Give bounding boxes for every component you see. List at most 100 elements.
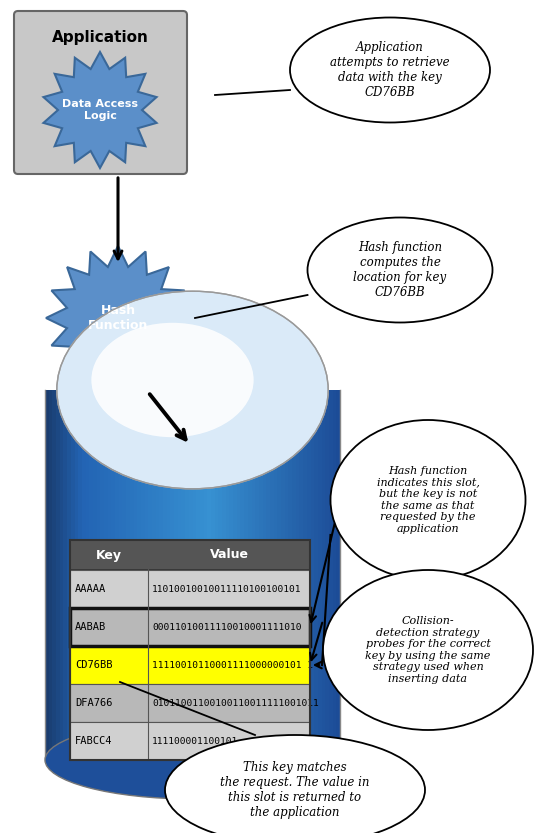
Bar bbox=[89, 390, 93, 760]
Bar bbox=[160, 390, 163, 760]
Text: AAAAA: AAAAA bbox=[75, 584, 106, 594]
Bar bbox=[52, 390, 56, 760]
Bar bbox=[96, 390, 100, 760]
Text: 01011001100100110011111001011: 01011001100100110011111001011 bbox=[152, 699, 319, 707]
Bar bbox=[148, 390, 152, 760]
Text: Hash function
computes the
location for key
CD76BB: Hash function computes the location for … bbox=[354, 241, 447, 299]
Bar bbox=[167, 390, 170, 760]
Bar bbox=[163, 390, 167, 760]
Text: Hash function
indicates this slot,
but the key is not
the same as that
requested: Hash function indicates this slot, but t… bbox=[377, 466, 479, 534]
Bar bbox=[126, 390, 130, 760]
Text: Key: Key bbox=[96, 548, 122, 561]
Bar bbox=[67, 390, 71, 760]
Bar bbox=[134, 390, 137, 760]
Bar bbox=[104, 390, 108, 760]
Text: DFA766: DFA766 bbox=[75, 698, 113, 708]
FancyBboxPatch shape bbox=[70, 570, 310, 608]
Ellipse shape bbox=[330, 420, 526, 580]
Ellipse shape bbox=[290, 17, 490, 122]
Bar bbox=[333, 390, 336, 760]
Bar bbox=[277, 390, 281, 760]
Text: Application
attempts to retrieve
data with the key
CD76BB: Application attempts to retrieve data wi… bbox=[330, 41, 450, 99]
Bar bbox=[71, 390, 74, 760]
Bar bbox=[204, 390, 208, 760]
Text: 111100001100101...9110011001: 111100001100101...9110011001 bbox=[152, 736, 313, 746]
Bar bbox=[318, 390, 322, 760]
Text: Hash
Function: Hash Function bbox=[88, 304, 148, 332]
Bar bbox=[78, 390, 82, 760]
Text: Value: Value bbox=[210, 548, 248, 561]
Bar bbox=[112, 390, 115, 760]
Bar bbox=[93, 390, 96, 760]
Bar bbox=[329, 390, 333, 760]
Bar bbox=[152, 390, 156, 760]
Bar bbox=[248, 390, 252, 760]
Bar bbox=[108, 390, 112, 760]
Bar bbox=[262, 390, 266, 760]
Bar bbox=[314, 390, 318, 760]
FancyBboxPatch shape bbox=[14, 11, 187, 174]
Bar bbox=[336, 390, 340, 760]
Bar bbox=[237, 390, 240, 760]
Bar bbox=[233, 390, 237, 760]
Bar bbox=[208, 390, 211, 760]
Text: AABAB: AABAB bbox=[75, 622, 106, 632]
Bar bbox=[285, 390, 288, 760]
Bar bbox=[303, 390, 307, 760]
Text: FABCC4: FABCC4 bbox=[75, 736, 113, 746]
Bar bbox=[119, 390, 122, 760]
Bar bbox=[200, 390, 204, 760]
Bar bbox=[292, 390, 296, 760]
Bar bbox=[182, 390, 185, 760]
Bar bbox=[45, 390, 49, 760]
Polygon shape bbox=[44, 52, 156, 168]
Bar bbox=[266, 390, 270, 760]
Bar bbox=[141, 390, 144, 760]
Bar bbox=[74, 390, 78, 760]
Bar bbox=[100, 390, 104, 760]
Bar bbox=[259, 390, 262, 760]
Ellipse shape bbox=[323, 570, 533, 730]
Bar bbox=[122, 390, 126, 760]
Text: 11010010010011110100100101: 11010010010011110100100101 bbox=[152, 585, 301, 593]
Bar bbox=[82, 390, 86, 760]
Bar bbox=[218, 390, 222, 760]
Text: CD76BB: CD76BB bbox=[75, 660, 113, 670]
Bar bbox=[185, 390, 189, 760]
Bar bbox=[288, 390, 292, 760]
Ellipse shape bbox=[165, 735, 425, 833]
Bar bbox=[86, 390, 89, 760]
Bar bbox=[115, 390, 119, 760]
Ellipse shape bbox=[57, 292, 328, 489]
Bar bbox=[325, 390, 329, 760]
Bar bbox=[322, 390, 325, 760]
Bar bbox=[274, 390, 277, 760]
Bar bbox=[226, 390, 230, 760]
Text: Application: Application bbox=[52, 29, 149, 44]
Polygon shape bbox=[46, 246, 190, 390]
Bar bbox=[300, 390, 303, 760]
Bar bbox=[56, 390, 60, 760]
Bar bbox=[255, 390, 259, 760]
Text: 00011010011110010001111010: 00011010011110010001111010 bbox=[152, 622, 301, 631]
Bar bbox=[60, 390, 64, 760]
Bar bbox=[310, 390, 314, 760]
Ellipse shape bbox=[92, 323, 254, 437]
Bar bbox=[244, 390, 248, 760]
Text: This key matches
the request. The value in
this slot is returned to
the applicat: This key matches the request. The value … bbox=[220, 761, 370, 819]
Bar bbox=[222, 390, 226, 760]
Bar bbox=[49, 390, 52, 760]
Bar bbox=[178, 390, 182, 760]
Bar bbox=[64, 390, 67, 760]
Bar bbox=[240, 390, 244, 760]
Bar bbox=[130, 390, 134, 760]
Text: Data Access
Logic: Data Access Logic bbox=[62, 99, 138, 121]
Bar bbox=[196, 390, 200, 760]
FancyBboxPatch shape bbox=[70, 722, 310, 760]
FancyBboxPatch shape bbox=[70, 646, 310, 684]
Text: 11110010110001111000000101 1: 11110010110001111000000101 1 bbox=[152, 661, 313, 670]
Bar bbox=[174, 390, 178, 760]
Text: Collision-
detection strategy
probes for the correct
key by using the same
strat: Collision- detection strategy probes for… bbox=[365, 616, 490, 684]
FancyBboxPatch shape bbox=[70, 608, 310, 646]
Bar bbox=[211, 390, 215, 760]
